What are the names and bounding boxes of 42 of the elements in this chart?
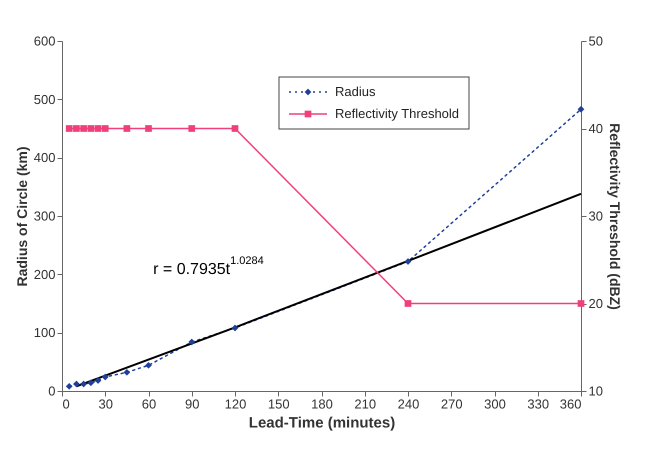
point bbox=[145, 362, 152, 369]
x-axis-title: Lead-Time (minutes) bbox=[248, 414, 396, 432]
point bbox=[87, 379, 94, 386]
x-tick-label: 240 bbox=[398, 396, 420, 412]
point bbox=[73, 380, 80, 388]
point bbox=[80, 380, 87, 388]
y-tick-label: 500 bbox=[34, 92, 56, 107]
point bbox=[94, 377, 102, 384]
legend-label: Reflectivity Threshold bbox=[335, 106, 460, 121]
y-tick-label: 400 bbox=[34, 150, 56, 166]
legend-label: Radius bbox=[335, 84, 376, 99]
x-tick-label: 330 bbox=[527, 396, 550, 412]
y2-tick-label: 40 bbox=[588, 121, 603, 136]
point bbox=[124, 368, 130, 376]
point bbox=[102, 374, 109, 380]
y-tick-label: 100 bbox=[34, 325, 56, 340]
y2-tick-label: 30 bbox=[588, 208, 603, 224]
point bbox=[404, 258, 412, 265]
x-tick-label: 360 bbox=[560, 396, 582, 412]
y-tick-label: 200 bbox=[34, 266, 56, 282]
x-tick-label: 180 bbox=[311, 396, 333, 412]
x-tick-label: 270 bbox=[440, 396, 463, 412]
x-tick-label: 300 bbox=[484, 396, 506, 412]
y2-tick-label: 50 bbox=[588, 34, 603, 48]
y2-tick-label: 20 bbox=[588, 296, 603, 311]
x-tick-label: 0 bbox=[62, 396, 70, 412]
x-tick-label: 150 bbox=[268, 396, 290, 412]
y-tick-label: 0 bbox=[48, 384, 56, 398]
point bbox=[66, 382, 73, 390]
point bbox=[578, 106, 584, 113]
x-tick-label: 210 bbox=[354, 396, 376, 412]
x-tick-label: 120 bbox=[224, 396, 246, 412]
y2-tick-label: 10 bbox=[588, 384, 603, 398]
x-tick-label: 30 bbox=[98, 396, 113, 412]
y2-axis-title: Reflectivity Threshold (dBZ) bbox=[606, 123, 623, 310]
x-tick-label: 90 bbox=[185, 396, 200, 412]
y-tick-label: 600 bbox=[34, 34, 56, 48]
point bbox=[188, 338, 196, 346]
x-tick-label: 60 bbox=[142, 396, 156, 412]
y-tick-label: 300 bbox=[34, 208, 56, 224]
y-axis-title: Radius of Circle (km) bbox=[14, 146, 30, 287]
point bbox=[232, 324, 238, 332]
